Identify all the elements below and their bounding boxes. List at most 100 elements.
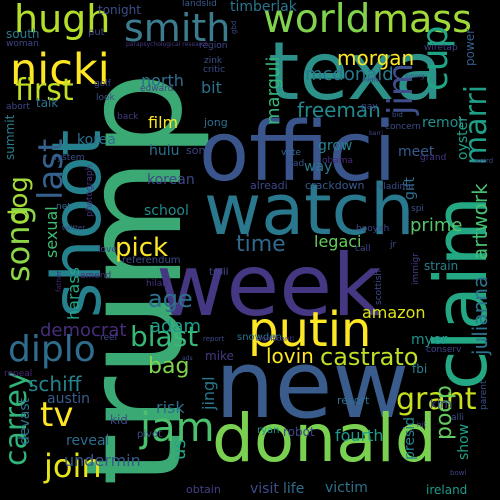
- word-film: film: [148, 113, 179, 132]
- word-critic: critic: [203, 65, 226, 75]
- word-back: back: [117, 112, 139, 122]
- word-sexual: sexual: [42, 206, 61, 258]
- word-risk: risk: [156, 398, 185, 417]
- word-diplo: diplo: [8, 329, 96, 370]
- word-reel: reel: [100, 333, 118, 343]
- word-bag: bag: [148, 354, 190, 379]
- word-fbi: fbi: [412, 362, 428, 376]
- word-booyah: booyah: [356, 224, 390, 234]
- word-legaci: legaci: [314, 232, 362, 251]
- word-net: net: [56, 202, 71, 212]
- word-abort: abort: [6, 102, 30, 112]
- word-report: report: [203, 335, 225, 343]
- word-new: new: [215, 331, 410, 440]
- word-show: show: [456, 423, 472, 460]
- word-bid: bid: [392, 111, 403, 119]
- word-talk: talk: [36, 96, 59, 110]
- word-donald: donald: [212, 400, 437, 477]
- word-obama: obama: [322, 156, 354, 166]
- word-system: system: [52, 153, 85, 163]
- word-ads: ads: [182, 355, 193, 362]
- word-remot: remot: [422, 115, 464, 131]
- word-barri: barri: [369, 130, 383, 137]
- word-parent: parent: [479, 380, 489, 410]
- word-undermin: undermin: [64, 451, 141, 470]
- word-time: time: [236, 232, 286, 257]
- word-referendum: referendum: [122, 255, 181, 266]
- word-midnit: midnit: [362, 77, 382, 84]
- word-concern: concern: [385, 122, 421, 132]
- word-edward: edward: [140, 84, 174, 94]
- word-twitter: twitter: [62, 224, 86, 232]
- word-conserv: conserv: [426, 345, 462, 355]
- word-nicki: nicki: [10, 45, 110, 95]
- word-victim: victim: [325, 480, 368, 496]
- word-region: region: [199, 41, 228, 51]
- word-son: son: [186, 144, 206, 157]
- word-timberlak: timberlak: [230, 0, 297, 15]
- word-mcdonald: mcdonald: [305, 64, 394, 85]
- word-troll: troll: [209, 267, 229, 278]
- word-vladimir: vladimir: [378, 182, 415, 192]
- word-join: join: [44, 447, 102, 485]
- word-south: south: [6, 27, 40, 41]
- word-strain: strain: [424, 259, 459, 273]
- word-meet: meet: [398, 144, 435, 160]
- word-parapsychological-research: parapsychological research: [126, 41, 209, 48]
- word-amazon: amazon: [362, 303, 426, 322]
- word-emerg: emerg: [405, 73, 425, 80]
- word-smith: smith: [124, 6, 231, 50]
- word-world: world: [263, 0, 371, 42]
- word-north: north: [141, 71, 184, 90]
- word-korea: korea: [77, 132, 116, 148]
- word-alreadi: alreadi: [250, 179, 288, 192]
- word-dog: dog: [4, 176, 34, 225]
- word-pivot: pivot: [137, 429, 163, 440]
- word-week: week: [156, 236, 382, 336]
- word-oyster: oyster: [455, 115, 471, 160]
- word-devast: devast: [17, 397, 33, 445]
- word-kim: kim: [430, 397, 452, 411]
- word-look: look: [96, 93, 115, 103]
- word-democrat: democrat: [40, 320, 127, 341]
- word-way: way: [304, 159, 333, 175]
- word-lead: lead: [285, 159, 305, 169]
- word-photograph: photograph: [85, 164, 95, 217]
- word-korean: korean: [147, 172, 195, 188]
- word-age: age: [148, 285, 193, 313]
- word-obtain: obtain: [186, 483, 221, 496]
- word-myer: myer: [411, 332, 448, 348]
- word-wiretap: wiretap: [424, 43, 458, 53]
- word-power: power: [463, 28, 477, 66]
- word-morgan: morgan: [337, 46, 415, 70]
- word-schiff: schiff: [28, 372, 82, 396]
- word-hugh: hugh: [14, 0, 111, 41]
- word-zink: zink: [204, 56, 223, 66]
- word-bit: bit: [201, 78, 222, 97]
- word-landslid: landslid: [182, 0, 217, 9]
- word-hit: hit: [417, 421, 427, 429]
- word-reveal: reveal: [66, 433, 110, 449]
- word-love: love: [98, 245, 117, 255]
- word-spi: spi: [411, 204, 424, 214]
- word-robot: robot: [283, 425, 315, 439]
- word-julianna: julianna: [468, 275, 492, 355]
- word-grow: grow: [318, 138, 353, 154]
- word-amend: amend: [80, 271, 112, 281]
- word-mass: mass: [372, 0, 472, 41]
- word-blast: blast: [130, 320, 199, 353]
- word-putin: putin: [248, 302, 372, 358]
- word-immigr: immigr: [411, 253, 421, 285]
- word-golf: golf: [94, 79, 111, 89]
- word-jingl: jingl: [199, 376, 218, 410]
- word-castrato: castrato: [320, 343, 419, 371]
- word-watch: watch: [204, 169, 415, 251]
- word-grant: grant: [396, 382, 477, 417]
- word-cup: cup: [415, 25, 456, 91]
- word-fourth: fourth: [335, 426, 384, 445]
- word-kid: kid: [110, 413, 128, 427]
- word-texa: texa: [268, 25, 444, 118]
- word-last: last: [31, 138, 71, 200]
- word-marguli: marguli: [263, 56, 284, 125]
